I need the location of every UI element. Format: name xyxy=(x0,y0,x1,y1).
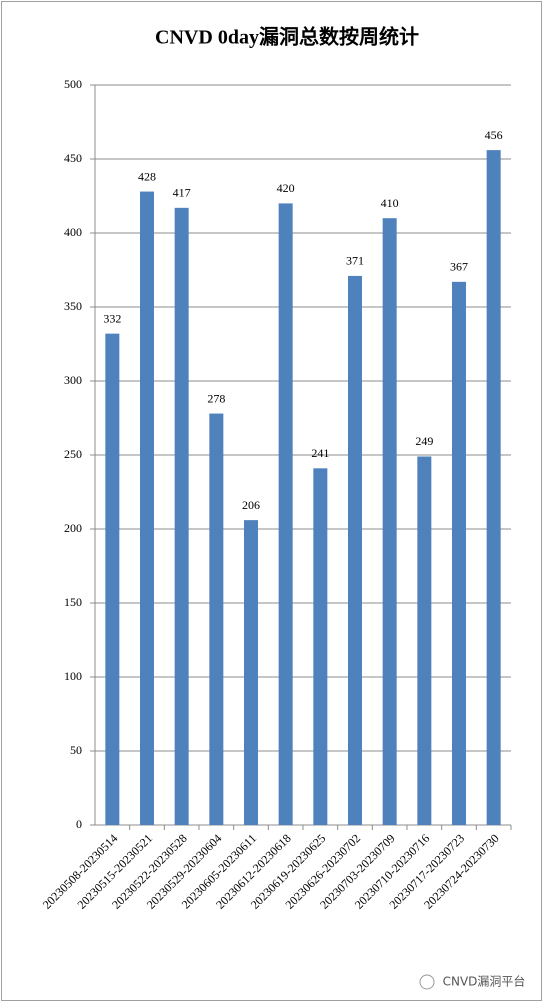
bar xyxy=(382,218,397,825)
bar xyxy=(452,281,466,826)
bar xyxy=(174,207,189,826)
y-tick-label: 0 xyxy=(76,817,82,831)
y-tick-label: 350 xyxy=(64,299,82,313)
y-tick-label: 400 xyxy=(64,225,82,239)
bar xyxy=(209,413,224,825)
y-tick-label: 50 xyxy=(70,743,82,757)
data-label: 206 xyxy=(242,498,260,512)
bar xyxy=(417,456,432,825)
bar xyxy=(486,150,501,825)
data-label: 371 xyxy=(346,254,364,268)
y-tick-label: 100 xyxy=(64,669,82,683)
y-tick-label: 250 xyxy=(64,447,82,461)
bar xyxy=(313,468,328,825)
bar xyxy=(140,191,154,825)
y-tick-label: 300 xyxy=(64,373,82,387)
y-tick-label: 150 xyxy=(64,595,82,609)
chart-title: CNVD 0day漏洞总数按周统计 xyxy=(155,25,419,49)
watermark-icon xyxy=(419,974,435,990)
watermark: CNVD漏洞平台 xyxy=(443,974,526,989)
data-label: 417 xyxy=(173,186,191,200)
data-label: 410 xyxy=(381,196,399,210)
data-label: 367 xyxy=(450,260,468,274)
data-label: 332 xyxy=(103,311,121,325)
data-label: 456 xyxy=(485,128,503,142)
data-label: 428 xyxy=(138,169,156,183)
bar xyxy=(348,275,362,825)
bar xyxy=(244,520,258,825)
y-tick-label: 500 xyxy=(64,77,82,91)
bar xyxy=(105,333,120,825)
data-label: 420 xyxy=(277,181,295,195)
y-tick-label: 450 xyxy=(64,151,82,165)
data-label: 278 xyxy=(207,391,225,405)
data-label: 249 xyxy=(415,434,433,448)
data-label: 241 xyxy=(311,446,329,460)
bar xyxy=(278,203,293,825)
y-tick-label: 200 xyxy=(64,521,82,535)
